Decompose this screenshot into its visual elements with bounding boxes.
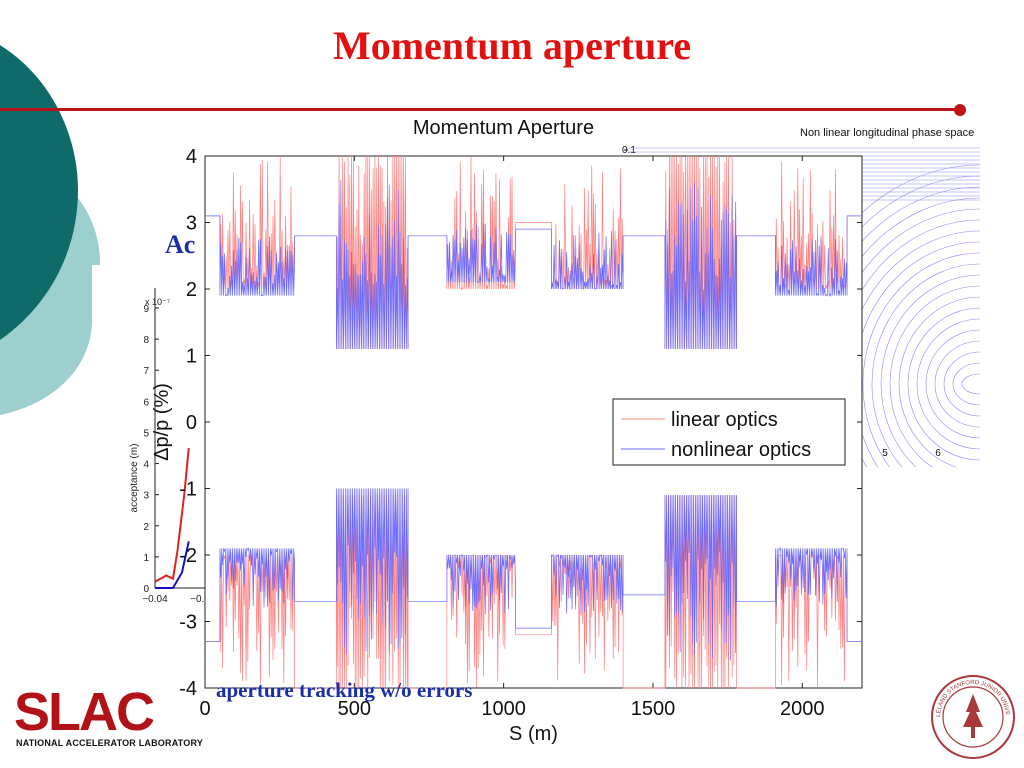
inset-y-tick-label: 0 — [143, 584, 149, 595]
inset-y-tick-label: 2 — [143, 522, 149, 533]
phase-contour-line — [898, 296, 981, 467]
slac-subtitle: NATIONAL ACCELERATOR LABORATORY — [16, 738, 204, 748]
main-x-tick-label: 1000 — [481, 698, 526, 720]
main-x-tick-label: 500 — [338, 698, 371, 720]
phase-contour-line — [934, 340, 981, 428]
overlay-caption: aperture tracking w/o errors — [216, 678, 473, 702]
momentum-aperture-chart: Momentum Aperture -4 -3 -2 -1 0 1 2 3 4 0 500 1000 15… — [151, 117, 863, 745]
inset-x-tick-label: −0.0 — [190, 594, 210, 605]
inset-y-tick-label: 5 — [143, 428, 149, 439]
main-x-tick-label: 1500 — [631, 698, 676, 720]
inset-y-tick-label: 9 — [143, 304, 149, 315]
inset-y-tick-label: 7 — [143, 366, 149, 377]
main-y-tick-label: 3 — [186, 213, 197, 235]
main-x-label: S (m) — [509, 723, 558, 745]
main-y-tick-label: -2 — [179, 545, 197, 567]
legend-entry: linear optics — [671, 409, 778, 431]
inset-y-tick-label: 6 — [143, 397, 149, 408]
background-decoration — [0, 45, 100, 415]
slide-title: Momentum aperture — [332, 23, 692, 68]
legend-box — [612, 398, 846, 466]
phase-space-title: Non linear longitudinal phase space — [800, 127, 974, 139]
main-y-tick-label: 1 — [186, 346, 197, 368]
inset-y-scale: x 10⁻⁷ — [145, 297, 170, 307]
phase-contour-line — [961, 373, 981, 395]
phase-x-tick-label: 5 — [882, 448, 888, 459]
main-y-tick-label: 2 — [186, 279, 197, 301]
main-chart-title: Momentum Aperture — [413, 117, 594, 139]
slac-logo: SLAC — [14, 682, 156, 738]
teal-dark-arc — [0, 45, 78, 340]
main-series-line — [205, 495, 862, 689]
inset-x-tick-label: −0.04 — [142, 594, 168, 605]
phase-x-tick-label: 6 — [935, 448, 941, 459]
inset-series-line — [154, 447, 190, 583]
main-series-line — [205, 488, 862, 661]
main-x-tick-label: 0 — [199, 698, 210, 720]
inset-series-line — [155, 541, 190, 589]
phase-contour-line — [916, 318, 981, 450]
slac-logo-text: SLAC — [14, 682, 154, 738]
main-series-line — [205, 180, 862, 349]
phase-contour-line — [943, 351, 981, 417]
main-y-tick-label: -1 — [179, 479, 197, 501]
phase-contour-line — [880, 274, 981, 467]
phase-contour-line — [952, 362, 981, 406]
phase-contour-line — [871, 263, 981, 467]
inset-y-tick-label: 4 — [143, 460, 149, 471]
title-rule-dot — [954, 104, 966, 116]
main-y-tick-label: 0 — [186, 412, 197, 434]
main-y-tick-label: 4 — [186, 146, 197, 168]
inset-y-tick-label: 3 — [143, 491, 149, 502]
phase-contour-line — [907, 307, 981, 461]
inset-y-tick-label: 8 — [143, 335, 149, 346]
inset-y-tick-label: 1 — [143, 553, 149, 564]
phase-contour-line — [889, 285, 981, 467]
phase-y-tick-label: 0.1 — [622, 145, 636, 156]
overlay-heading-fragment: Ac — [165, 230, 196, 259]
main-x-tick-label: 2000 — [780, 698, 825, 720]
title-rule — [0, 108, 962, 111]
main-y-label: Δp/p (%) — [151, 383, 173, 461]
legend-entry: nonlinear optics — [671, 439, 811, 461]
main-y-tick-label: -4 — [179, 678, 197, 700]
stanford-seal: LELAND STANFORD JUNIOR UNIVERSITY 1891 — [928, 672, 1015, 759]
main-y-tick-label: -3 — [179, 612, 197, 634]
phase-contour-line — [925, 329, 981, 439]
phase-contour-line — [862, 252, 981, 467]
inset-y-label: acceptance (m) — [129, 444, 140, 513]
